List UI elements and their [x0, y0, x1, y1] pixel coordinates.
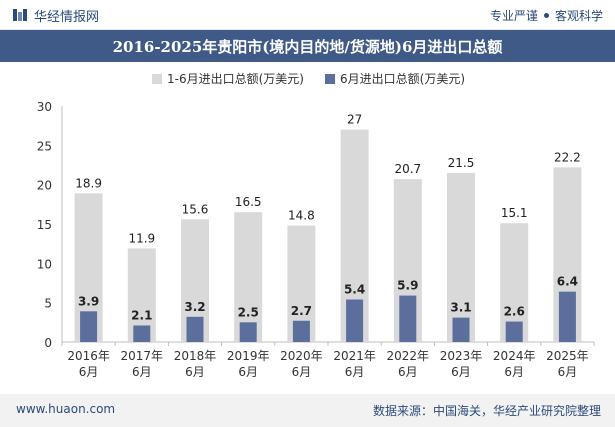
legend-label-series-2: 6月进出口总额(万美元) — [340, 72, 465, 86]
data-label-series-1: 20.7 — [394, 162, 421, 176]
x-tick-label: 6月 — [558, 365, 578, 379]
data-label-series-1: 21.5 — [448, 156, 475, 170]
bar-series-2 — [80, 311, 98, 342]
data-label-series-2: 2.6 — [504, 305, 525, 319]
x-tick-label: 2022年 — [387, 349, 430, 363]
x-tick-label: 6月 — [398, 365, 418, 379]
x-tick-label: 2020年 — [280, 349, 323, 363]
footer: www.huaon.com 数据来源：中国海关，华经产业研究院整理 — [0, 394, 615, 427]
bar-series-2 — [452, 317, 470, 342]
x-tick-label: 6月 — [292, 365, 312, 379]
data-label-series-1: 11.9 — [128, 231, 155, 245]
x-tick-label: 6月 — [132, 365, 152, 379]
bar-series-2 — [133, 325, 151, 342]
data-label-series-2: 3.2 — [184, 300, 205, 314]
x-tick-label: 6月 — [238, 365, 258, 379]
y-tick-label: 25 — [37, 139, 52, 153]
bar-series-2 — [558, 291, 576, 342]
x-tick-label: 6月 — [185, 365, 205, 379]
data-label-series-2: 3.9 — [78, 294, 99, 308]
data-label-series-2: 5.9 — [397, 279, 418, 293]
x-tick-label: 2016年 — [67, 349, 110, 363]
bar-series-1 — [234, 212, 263, 342]
y-tick-label: 5 — [44, 297, 52, 311]
data-label-series-2: 2.1 — [131, 308, 152, 322]
y-tick-label: 15 — [37, 218, 52, 232]
brand-name: 华经情报网 — [34, 9, 100, 25]
x-tick-label: 6月 — [345, 365, 365, 379]
tagline-2: 客观科学 — [554, 9, 603, 23]
x-tick-label: 2019年 — [227, 349, 270, 363]
tagline: 专业严谨 客观科学 — [490, 7, 603, 24]
bar-series-2 — [292, 320, 310, 342]
chart-title: 2016-2025年贵阳市(境内目的地/货源地)6月进出口总额 — [112, 37, 503, 56]
bar-series-2 — [505, 321, 523, 342]
data-label-series-1: 22.2 — [554, 150, 581, 164]
data-label-series-1: 18.9 — [75, 176, 102, 190]
legend-label-series-1: 1-6月进出口总额(万美元) — [167, 72, 304, 86]
legend-swatch-series-2 — [325, 74, 335, 84]
chart-area: 0 5 10 15 20 25 30 1-6月进出口总额(万美元) 6月进出口总额(万美元) 18… — [0, 62, 615, 392]
bar-series-2 — [399, 295, 417, 342]
y-tick-label: 0 — [44, 336, 52, 350]
tagline-1: 专业严谨 — [489, 9, 538, 23]
top-bar: 华经情报网 专业严谨 客观科学 — [0, 0, 615, 30]
x-tick-label: 2018年 — [174, 349, 217, 363]
data-label-series-2: 5.4 — [344, 283, 365, 297]
bar-series-2 — [186, 316, 204, 342]
y-tick-label: 20 — [37, 179, 52, 193]
bar-series-2 — [239, 322, 257, 342]
data-label-series-1: 14.8 — [288, 209, 315, 223]
x-tick-label: 2021年 — [333, 349, 376, 363]
bar-chart: 0 5 10 15 20 25 30 1-6月进出口总额(万美元) 6月进出口总额(万美元) 18… — [37, 72, 595, 379]
data-label-series-1: 15.1 — [501, 206, 528, 220]
brand[interactable]: 华经情报网 — [12, 6, 100, 25]
bar-series-1 — [447, 172, 475, 342]
brand-logo-icon — [13, 9, 27, 21]
data-label-series-2: 6.4 — [557, 275, 578, 289]
x-tick-label: 6月 — [451, 365, 471, 379]
footer-source: 数据来源：中国海关，华经产业研究院整理 — [372, 404, 601, 418]
data-label-series-1: 27 — [347, 113, 362, 127]
data-label-series-2: 2.7 — [291, 304, 312, 318]
y-tick-label: 30 — [37, 100, 52, 114]
x-tick-label: 2025年 — [546, 349, 589, 363]
y-tick-label: 10 — [37, 257, 52, 271]
data-label-series-1: 16.5 — [235, 195, 262, 209]
footer-url[interactable]: www.huaon.com — [16, 402, 116, 416]
x-tick-label: 2024年 — [493, 349, 536, 363]
legend-swatch-series-1 — [152, 74, 162, 84]
x-tick-label: 2017年 — [121, 349, 164, 363]
x-tick-label: 6月 — [79, 365, 99, 379]
x-tick-label: 2023年 — [440, 349, 483, 363]
x-tick-label: 6月 — [504, 365, 524, 379]
data-label-series-2: 2.5 — [238, 305, 259, 319]
data-label-series-1: 15.6 — [182, 202, 209, 216]
title-bar: 2016-2025年贵阳市(境内目的地/货源地)6月进出口总额 — [0, 30, 615, 62]
bullet-icon — [543, 13, 549, 18]
data-label-series-2: 3.1 — [450, 301, 471, 315]
bar-series-2 — [346, 299, 364, 342]
